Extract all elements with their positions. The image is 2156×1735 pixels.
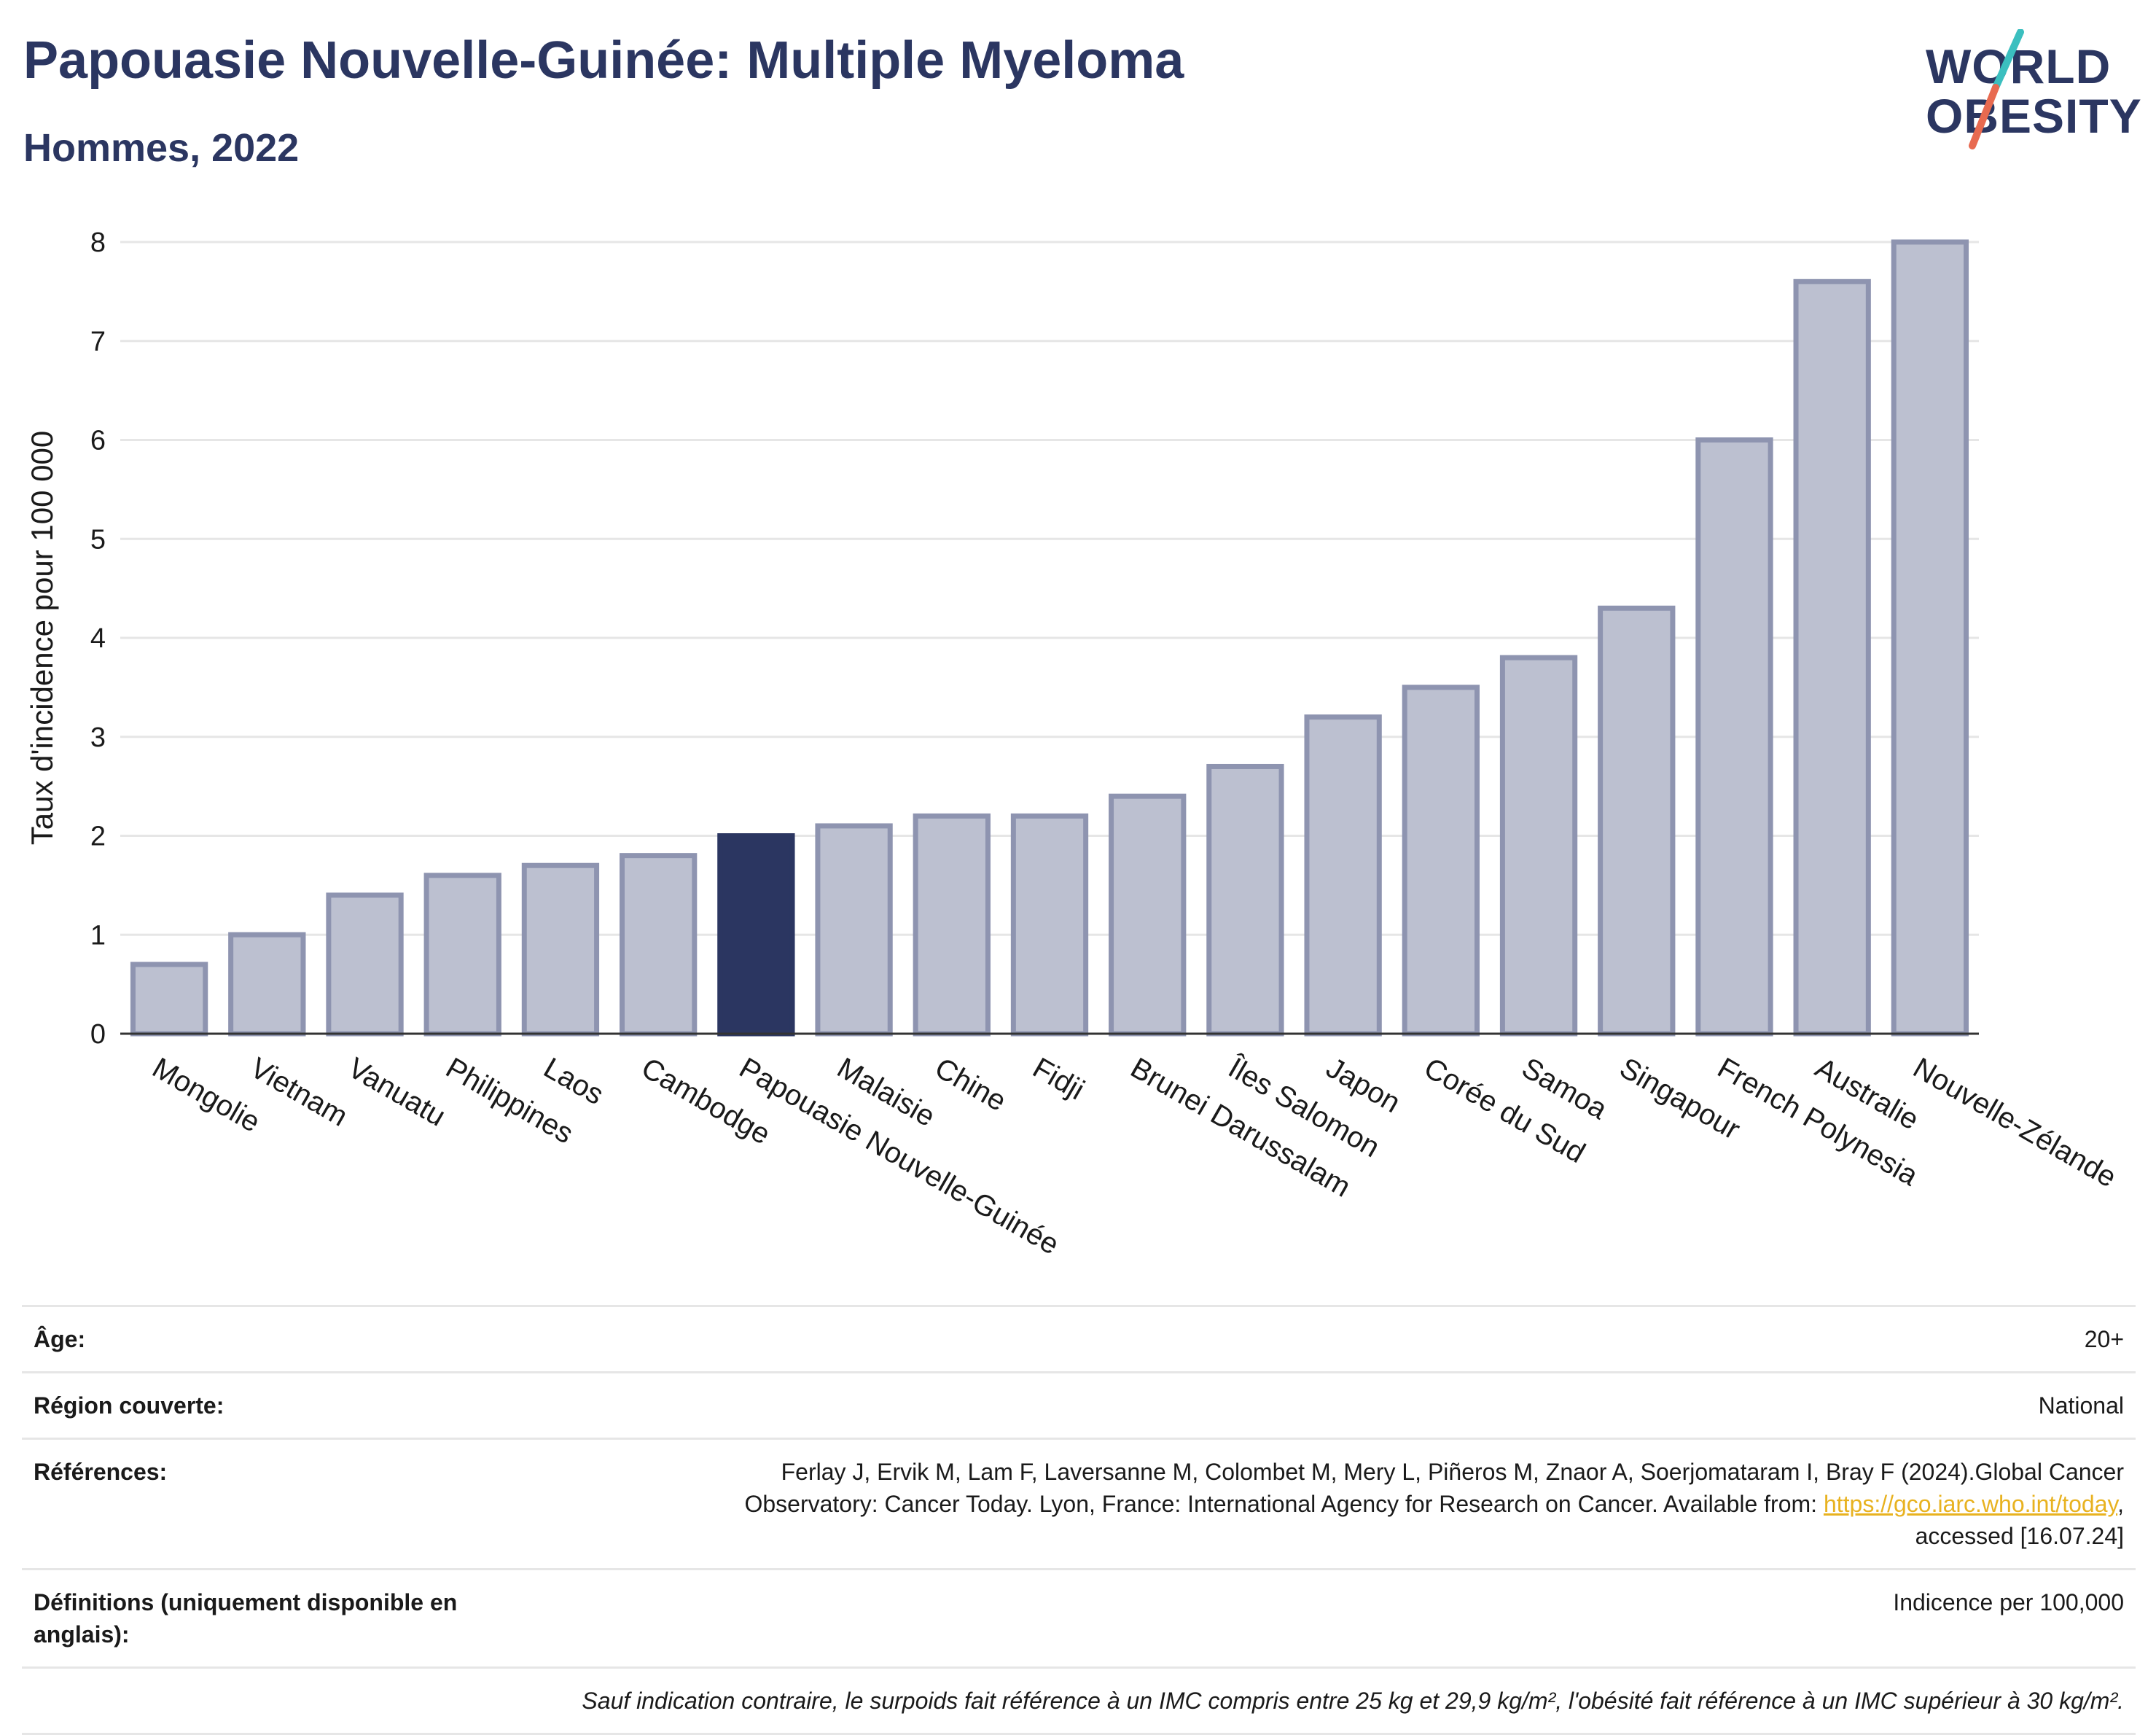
bar	[521, 862, 600, 1037]
x-tick-label: Corée du Sud	[1418, 1052, 1590, 1170]
page-subtitle: Hommes, 2022	[23, 126, 300, 170]
x-tick-label: Chine	[929, 1052, 1012, 1118]
references-link[interactable]: https://gco.iarc.who.int/today	[1823, 1491, 2118, 1517]
references-value: Ferlay J, Ervik M, Lam F, Laversanne M, …	[541, 1439, 2136, 1570]
logo-word-world: WORLD	[1926, 39, 2112, 93]
age-label: Âge:	[34, 1326, 86, 1352]
y-tick-label: 2	[90, 822, 106, 852]
bar	[228, 932, 306, 1037]
bar	[1695, 437, 1773, 1037]
references-text-1: Ferlay J, Ervik M, Lam F, Laversanne M, …	[781, 1459, 2124, 1485]
metadata-table: Âge: 20+ Région couverte: National Référ…	[22, 1305, 2136, 1735]
x-tick-label: Fidji	[1028, 1052, 1090, 1107]
bar-chart: 0 1 2 3 4 5 6 7 8 MongolieVietnamVanuatuPhilippi…	[25, 227, 2122, 1261]
region-label: Région couverte:	[34, 1392, 224, 1419]
bar	[1109, 793, 1187, 1037]
bar	[1499, 655, 1578, 1037]
meta-row-age: Âge: 20+	[22, 1306, 2136, 1373]
bar	[130, 962, 208, 1037]
x-tick-label: Laos	[538, 1052, 609, 1111]
bar	[1891, 239, 1969, 1037]
logo-word-obesity: OBESITY	[1926, 89, 2142, 143]
y-tick-label: 4	[90, 623, 106, 654]
x-tick-label: Nouvelle-Zélande	[1907, 1052, 2122, 1194]
page-title: Papouasie Nouvelle-Guinée: Multiple Myel…	[23, 31, 1184, 90]
y-tick-label: 5	[90, 524, 106, 555]
bar	[913, 813, 991, 1037]
bar-highlighted	[717, 833, 795, 1037]
y-tick-label: 3	[90, 722, 106, 753]
x-tick-label: Vanuatu	[343, 1052, 450, 1133]
y-tick-label: 6	[90, 426, 106, 456]
y-axis-label: Taux d'incidence pour 100 000	[25, 431, 59, 845]
bar	[326, 892, 404, 1037]
y-axis-ticks: 0 1 2 3 4 5 6 7 8	[90, 227, 106, 1050]
bar	[423, 873, 501, 1037]
world-obesity-logo: WORLD OBESITY	[1895, 29, 2143, 160]
definitions-label: Définitions (uniquement disponible en an…	[34, 1589, 458, 1648]
meta-row-note: Sauf indication contraire, le surpoids f…	[22, 1667, 2136, 1734]
references-text-2: Observatory: Cancer Today. Lyon, France:…	[744, 1491, 1824, 1517]
logo-slash-icon	[1969, 29, 2024, 149]
x-tick-label: Vietnam	[245, 1052, 353, 1133]
references-text-4: accessed [16.07.24]	[1915, 1523, 2124, 1549]
bar	[1793, 278, 1871, 1037]
age-value: 20+	[2084, 1326, 2124, 1352]
references-text-3: ,	[2117, 1491, 2124, 1517]
meta-row-definitions: Définitions (uniquement disponible en an…	[22, 1569, 2136, 1668]
y-tick-label: 1	[90, 920, 106, 951]
bar	[620, 853, 698, 1037]
definitions-value: Indicence per 100,000	[1893, 1589, 2124, 1615]
y-tick-label: 8	[90, 227, 106, 258]
x-tick-label: Mongolie	[147, 1052, 266, 1139]
y-tick-label: 0	[90, 1019, 106, 1050]
bar	[1010, 813, 1089, 1037]
bar	[1304, 714, 1382, 1037]
bar	[1598, 605, 1676, 1037]
references-label: Références:	[34, 1459, 168, 1485]
bar	[1206, 763, 1284, 1037]
bar	[815, 823, 893, 1037]
region-value: National	[2038, 1392, 2124, 1419]
y-tick-label: 7	[90, 327, 106, 357]
footnote: Sauf indication contraire, le surpoids f…	[582, 1688, 2124, 1714]
meta-row-references: Références: Ferlay J, Ervik M, Lam F, La…	[22, 1438, 2136, 1570]
bar	[1402, 685, 1480, 1037]
meta-row-region: Région couverte: National	[22, 1372, 2136, 1439]
